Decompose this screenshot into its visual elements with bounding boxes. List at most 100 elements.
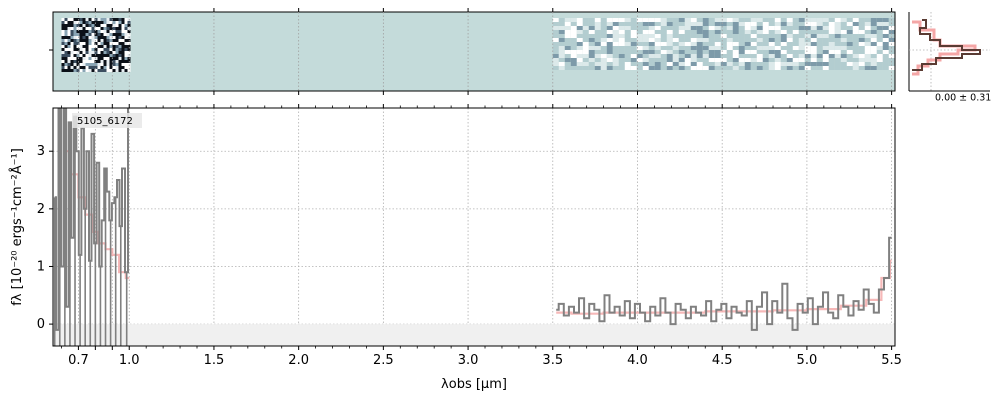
2d-pixel bbox=[103, 39, 107, 42]
2d-pixel bbox=[624, 54, 631, 58]
2d-pixel bbox=[672, 62, 679, 66]
2d-pixel bbox=[606, 46, 613, 50]
2d-pixel bbox=[648, 58, 655, 62]
2d-pixel bbox=[690, 66, 697, 70]
2d-pixel bbox=[762, 54, 769, 58]
2d-pixel bbox=[61, 63, 65, 66]
2d-pixel bbox=[85, 54, 89, 57]
2d-pixel bbox=[124, 42, 128, 45]
2d-pixel bbox=[714, 58, 721, 62]
2d-pixel bbox=[612, 38, 619, 42]
2d-pixel bbox=[124, 69, 128, 72]
2d-pixel bbox=[109, 60, 113, 63]
2d-pixel bbox=[564, 18, 571, 22]
2d-pixel bbox=[73, 69, 77, 72]
2d-pixel bbox=[94, 24, 98, 27]
2d-pixel bbox=[756, 58, 763, 62]
2d-pixel bbox=[858, 54, 865, 58]
2d-pixel bbox=[64, 33, 68, 36]
2d-pixel bbox=[88, 69, 92, 72]
2d-pixel bbox=[106, 39, 110, 42]
2d-pixel bbox=[876, 54, 883, 58]
2d-pixel bbox=[804, 26, 811, 30]
2d-pixel bbox=[109, 69, 113, 72]
2d-pixel bbox=[106, 42, 110, 45]
2d-pixel bbox=[780, 18, 787, 22]
2d-pixel bbox=[642, 54, 649, 58]
2d-pixel bbox=[732, 42, 739, 46]
2d-pixel bbox=[109, 18, 113, 21]
2d-pixel bbox=[624, 66, 631, 70]
2d-pixel bbox=[97, 51, 101, 54]
2d-pixel bbox=[684, 38, 691, 42]
2d-pixel bbox=[79, 27, 83, 30]
2d-pixel bbox=[97, 21, 101, 24]
2d-pixel bbox=[61, 69, 65, 72]
2d-pixel bbox=[594, 42, 601, 46]
2d-pixel bbox=[76, 21, 80, 24]
2d-pixel bbox=[612, 42, 619, 46]
2d-pixel bbox=[654, 38, 661, 42]
2d-pixel bbox=[582, 26, 589, 30]
2d-pixel bbox=[121, 42, 125, 45]
2d-pixel bbox=[570, 42, 577, 46]
x-axis-label: λobs [μm] bbox=[441, 377, 507, 392]
2d-pixel bbox=[79, 39, 83, 42]
2d-pixel bbox=[582, 54, 589, 58]
2d-pixel bbox=[822, 42, 829, 46]
2d-pixel bbox=[564, 42, 571, 46]
2d-pixel bbox=[576, 58, 583, 62]
2d-pixel bbox=[76, 63, 80, 66]
2d-spectrum-panel bbox=[49, 8, 896, 95]
2d-pixel bbox=[103, 21, 107, 24]
2d-pixel bbox=[588, 26, 595, 30]
2d-pixel bbox=[552, 42, 559, 46]
2d-pixel bbox=[708, 30, 715, 34]
2d-pixel bbox=[588, 66, 595, 70]
2d-pixel bbox=[750, 66, 757, 70]
2d-pixel bbox=[73, 24, 77, 27]
x-tick-label: 3.5 bbox=[542, 353, 563, 368]
2d-pixel bbox=[67, 21, 71, 24]
2d-pixel bbox=[588, 62, 595, 66]
2d-pixel bbox=[109, 24, 113, 27]
2d-pixel bbox=[720, 42, 727, 46]
2d-pixel bbox=[61, 39, 65, 42]
2d-pixel bbox=[876, 34, 883, 38]
2d-pixel bbox=[106, 18, 110, 21]
2d-pixel bbox=[97, 36, 101, 39]
2d-pixel bbox=[834, 50, 841, 54]
2d-pixel bbox=[67, 27, 71, 30]
2d-pixel bbox=[94, 39, 98, 42]
2d-pixel bbox=[85, 27, 89, 30]
2d-pixel bbox=[600, 66, 607, 70]
2d-pixel bbox=[702, 18, 709, 22]
2d-pixel bbox=[600, 30, 607, 34]
2d-pixel bbox=[768, 30, 775, 34]
2d-pixel bbox=[594, 18, 601, 22]
2d-pixel bbox=[762, 18, 769, 22]
2d-pixel bbox=[91, 63, 95, 66]
2d-pixel bbox=[834, 26, 841, 30]
2d-pixel bbox=[124, 66, 128, 69]
2d-pixel bbox=[61, 45, 65, 48]
2d-pixel bbox=[696, 38, 703, 42]
2d-pixel bbox=[648, 22, 655, 26]
2d-pixel bbox=[618, 54, 625, 58]
2d-pixel bbox=[822, 26, 829, 30]
2d-pixel bbox=[73, 54, 77, 57]
2d-pixel bbox=[768, 62, 775, 66]
2d-pixel bbox=[702, 42, 709, 46]
2d-pixel bbox=[774, 58, 781, 62]
2d-pixel bbox=[97, 24, 101, 27]
2d-pixel bbox=[106, 33, 110, 36]
2d-pixel bbox=[582, 66, 589, 70]
2d-pixel bbox=[552, 66, 559, 70]
2d-pixel bbox=[840, 30, 847, 34]
2d-pixel bbox=[85, 39, 89, 42]
2d-pixel bbox=[810, 62, 817, 66]
2d-pixel bbox=[762, 34, 769, 38]
2d-pixel bbox=[630, 42, 637, 46]
2d-pixel bbox=[88, 57, 92, 60]
2d-pixel bbox=[852, 18, 859, 22]
